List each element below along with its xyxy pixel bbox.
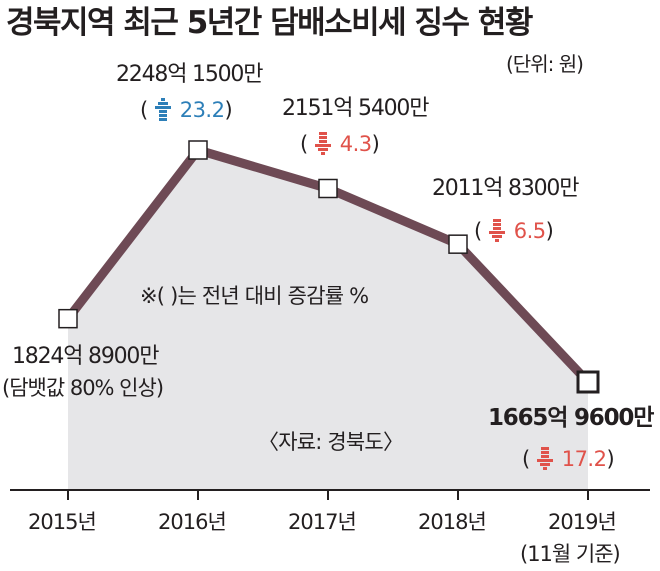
- change-value-2017: 4.3: [339, 131, 372, 156]
- paren-open: (: [474, 218, 482, 243]
- x-axis-ticks: [67, 490, 589, 500]
- x-tick-label-2018: 2018년: [418, 510, 487, 534]
- data-point-2016년: [188, 140, 208, 160]
- x-tick-label-2015: 2015년: [28, 510, 97, 534]
- x-tick-sublabel-2019: (11월 기준): [520, 542, 621, 566]
- x-tick-label-2016: 2016년: [158, 510, 227, 534]
- value-label-2015: 1824억 8900만: [12, 344, 159, 369]
- arrow-down-icon: [314, 132, 331, 155]
- x-tick-label-2017: 2017년: [288, 510, 357, 534]
- data-point-2018년: [448, 234, 468, 254]
- data-point-2015년: [58, 308, 78, 329]
- data-point-2017년: [318, 178, 338, 199]
- paren-close: ): [371, 131, 380, 156]
- change-label-2018: ( 6.5 ): [474, 218, 554, 244]
- paren-close: ): [545, 218, 554, 243]
- value-label-2016: 2248억 1500만: [116, 62, 263, 87]
- value-label-2018: 2011억 8300만: [432, 176, 579, 201]
- source-label: 〈자료: 경북도〉: [258, 430, 404, 454]
- chart-area-fill: [68, 150, 588, 490]
- paren-close: ): [606, 446, 615, 471]
- arrow-down-icon: [488, 219, 505, 242]
- change-value-2019: 17.2: [561, 446, 607, 471]
- point-note-2015: (담뱃값 80% 인상): [2, 376, 164, 400]
- chart-note: ※( )는 전년 대비 증감률 %: [140, 284, 369, 308]
- change-label-2019: ( 17.2 ): [522, 446, 615, 472]
- paren-open: (: [300, 131, 308, 156]
- arrow-down-icon: [536, 447, 553, 470]
- value-label-2017: 2151억 5400만: [282, 96, 429, 121]
- unit-label: (단위: 원): [506, 52, 584, 76]
- change-label-2016: ( 23.2 ): [140, 97, 233, 123]
- change-value-2016: 23.2: [179, 97, 225, 122]
- paren-close: ): [224, 97, 233, 122]
- paren-open: (: [522, 446, 530, 471]
- change-label-2017: ( 4.3 ): [300, 131, 380, 157]
- chart-title: 경북지역 최근 5년간 담배소비세 징수 현황: [6, 5, 533, 41]
- data-point-2019년: [576, 370, 600, 394]
- paren-open: (: [140, 97, 148, 122]
- value-label-2019: 1665억 9600만: [488, 405, 654, 431]
- data-markers: [58, 140, 600, 394]
- arrow-up-icon: [154, 98, 171, 121]
- change-value-2018: 6.5: [513, 218, 546, 243]
- x-tick-label-2019: 2019년: [548, 510, 617, 534]
